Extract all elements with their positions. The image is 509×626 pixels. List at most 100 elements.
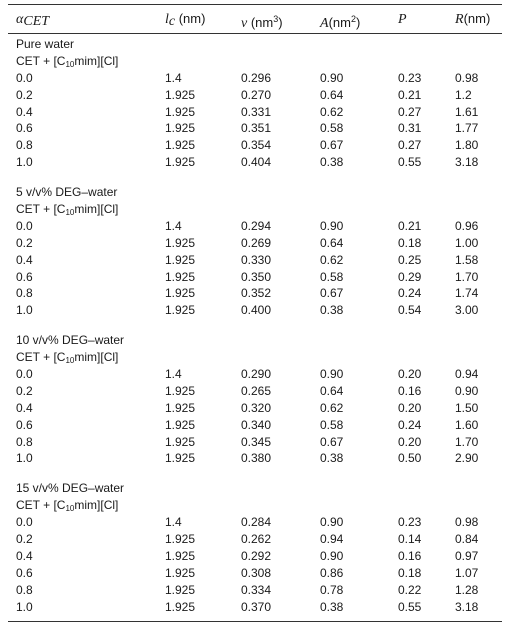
cell-packing: 0.50 (398, 451, 422, 466)
cell-packing: 0.16 (398, 548, 422, 563)
table-row: 0.2 1.925 0.262 0.94 0.14 0.84 (0, 531, 509, 548)
cell-radius: 0.90 (455, 383, 479, 398)
cell-area: 0.38 (320, 303, 344, 318)
cell-radius: 0.96 (455, 218, 479, 233)
cell-lc: 1.925 (165, 532, 196, 547)
cell-volume: 0.296 (241, 70, 272, 85)
cell-lc: 1.925 (165, 121, 196, 136)
table-row: 0.6 1.925 0.350 0.58 0.29 1.70 (0, 269, 509, 286)
cell-area: 0.67 (320, 434, 344, 449)
section-system-row: CET + [C10mim][Cl] (0, 53, 509, 70)
table-section: Pure water CET + [C10mim][Cl] 0.0 1.4 0.296 0… (0, 36, 509, 171)
cell-volume: 0.290 (241, 367, 272, 382)
cell-lc: 1.4 (165, 367, 182, 382)
cell-lc: 1.4 (165, 218, 182, 233)
cell-lc: 1.925 (165, 286, 196, 301)
cell-area: 0.64 (320, 87, 344, 102)
cell-lc: 1.925 (165, 235, 196, 250)
cell-area: 0.38 (320, 599, 344, 614)
cell-lc: 1.925 (165, 451, 196, 466)
section-gap (0, 319, 509, 332)
cell-radius: 1.70 (455, 434, 479, 449)
table-row: 0.4 1.925 0.320 0.62 0.20 1.50 (0, 400, 509, 417)
cell-alpha-cet: 0.6 (16, 417, 33, 432)
section-system: CET + [C10mim][Cl] (16, 202, 119, 218)
header-area: A(nm2) (320, 14, 361, 31)
table-row: 0.0 1.4 0.290 0.90 0.20 0.94 (0, 366, 509, 383)
cell-volume: 0.265 (241, 383, 272, 398)
table-row: 0.6 1.925 0.351 0.58 0.31 1.77 (0, 120, 509, 137)
cell-alpha-cet: 0.6 (16, 565, 33, 580)
cell-volume: 0.400 (241, 303, 272, 318)
cell-alpha-cet: 0.6 (16, 269, 33, 284)
cell-area: 0.62 (320, 252, 344, 267)
section-title-row: 5 v/v% DEG–water (0, 184, 509, 201)
cell-alpha-cet: 0.8 (16, 582, 33, 597)
cell-packing: 0.23 (398, 515, 422, 530)
cell-radius: 1.00 (455, 235, 479, 250)
section-system: CET + [C10mim][Cl] (16, 498, 119, 514)
cell-area: 0.38 (320, 155, 344, 170)
cell-area: 0.90 (320, 515, 344, 530)
cell-lc: 1.925 (165, 582, 196, 597)
cell-packing: 0.23 (398, 70, 422, 85)
cell-packing: 0.21 (398, 218, 422, 233)
cell-lc: 1.925 (165, 434, 196, 449)
cell-lc: 1.925 (165, 104, 196, 119)
table-row: 0.4 1.925 0.330 0.62 0.25 1.58 (0, 252, 509, 269)
cell-alpha-cet: 1.0 (16, 155, 33, 170)
cell-packing: 0.20 (398, 434, 422, 449)
cell-volume: 0.340 (241, 417, 272, 432)
cell-area: 0.94 (320, 532, 344, 547)
table-row: 0.8 1.925 0.352 0.67 0.24 1.74 (0, 285, 509, 302)
section-system-row: CET + [C10mim][Cl] (0, 349, 509, 366)
cell-radius: 1.58 (455, 252, 479, 267)
section-title-row: Pure water (0, 36, 509, 53)
cell-alpha-cet: 0.2 (16, 532, 33, 547)
cell-area: 0.62 (320, 400, 344, 415)
cell-radius: 1.60 (455, 417, 479, 432)
cell-volume: 0.334 (241, 582, 272, 597)
cell-area: 0.58 (320, 417, 344, 432)
cell-alpha-cet: 0.0 (16, 218, 33, 233)
cell-lc: 1.925 (165, 138, 196, 153)
cell-volume: 0.351 (241, 121, 272, 136)
table-row: 1.0 1.925 0.380 0.38 0.50 2.90 (0, 450, 509, 467)
cell-area: 0.67 (320, 138, 344, 153)
table-row: 1.0 1.925 0.400 0.38 0.54 3.00 (0, 302, 509, 319)
table-row: 0.4 1.925 0.331 0.62 0.27 1.61 (0, 104, 509, 121)
section-system: CET + [C10mim][Cl] (16, 350, 119, 366)
cell-area: 0.64 (320, 235, 344, 250)
cell-lc: 1.925 (165, 303, 196, 318)
cell-alpha-cet: 0.8 (16, 138, 33, 153)
header-rule (8, 33, 502, 34)
cell-packing: 0.24 (398, 286, 422, 301)
cell-alpha-cet: 0.0 (16, 515, 33, 530)
cell-radius: 3.00 (455, 303, 479, 318)
cell-packing: 0.22 (398, 582, 422, 597)
cell-alpha-cet: 0.0 (16, 70, 33, 85)
cell-volume: 0.345 (241, 434, 272, 449)
cell-packing: 0.20 (398, 400, 422, 415)
cell-packing: 0.55 (398, 155, 422, 170)
table-row: 1.0 1.925 0.370 0.38 0.55 3.18 (0, 599, 509, 616)
cell-lc: 1.925 (165, 548, 196, 563)
table-row: 0.2 1.925 0.269 0.64 0.18 1.00 (0, 235, 509, 252)
table-row: 0.2 1.925 0.270 0.64 0.21 1.2 (0, 87, 509, 104)
table-section: 15 v/v% DEG–water CET + [C10mim][Cl] 0.0 1.… (0, 480, 509, 615)
cell-area: 0.86 (320, 565, 344, 580)
cell-alpha-cet: 0.4 (16, 400, 33, 415)
section-gap (0, 467, 509, 480)
table-row: 0.4 1.925 0.292 0.90 0.16 0.97 (0, 548, 509, 565)
table-row: 0.8 1.925 0.354 0.67 0.27 1.80 (0, 137, 509, 154)
cell-alpha-cet: 0.2 (16, 87, 33, 102)
cell-volume: 0.380 (241, 451, 272, 466)
cell-area: 0.58 (320, 269, 344, 284)
section-title: Pure water (16, 37, 75, 51)
cell-area: 0.90 (320, 367, 344, 382)
cell-alpha-cet: 0.8 (16, 286, 33, 301)
section-title-row: 10 v/v% DEG–water (0, 332, 509, 349)
cell-volume: 0.404 (241, 155, 272, 170)
cell-alpha-cet: 1.0 (16, 599, 33, 614)
header-packing: P (398, 12, 407, 27)
